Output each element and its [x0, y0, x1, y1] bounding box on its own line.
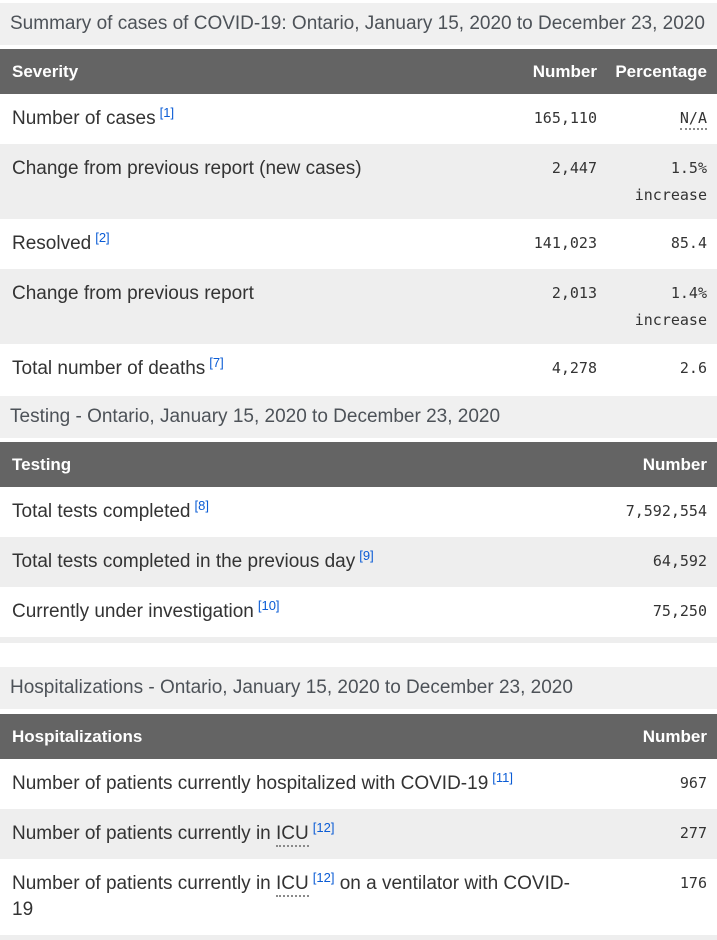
table-row: Number of patients currently in ICU [12] … [0, 809, 717, 859]
row-label-text: Resolved [12, 233, 92, 254]
row-label-text: Currently under investigation [12, 601, 254, 622]
row-label: Change from previous report (new cases) [12, 156, 487, 182]
footnote-link[interactable]: [7] [209, 354, 224, 370]
row-label: Resolved [2] [12, 231, 487, 257]
na-abbr: N/A [679, 109, 707, 130]
number-cell: 64,592 [652, 552, 707, 570]
percentage-value: 1.4% [670, 284, 707, 302]
footnote-sup: [1] [160, 105, 174, 120]
percentage-cell: 1.5% increase [597, 156, 707, 207]
row-label-text: Number of patients currently in [12, 873, 277, 894]
column-header-percentage: Percentage [615, 62, 707, 81]
table-row: Change from previous report (new cases) … [0, 144, 717, 219]
row-label: Total tests completed [8] [12, 499, 597, 525]
footnote-link[interactable]: [12] [312, 819, 335, 835]
table-row: Currently under investigation [10] 75,250 [0, 587, 717, 637]
column-header-hospitalizations: Hospitalizations [12, 727, 143, 746]
number-cell: 2,447 [551, 159, 597, 177]
section-divider-strip [0, 637, 717, 643]
row-label-text: Number of patients currently hospitalize… [12, 773, 489, 794]
footnote-sup: [8] [194, 498, 208, 513]
number-cell: 2,013 [551, 284, 597, 302]
footnote-link[interactable]: [8] [194, 497, 209, 513]
testing-table-header: Testing Number [0, 442, 717, 487]
table-row: Total number of deaths [7] 4,278 2.6 [0, 344, 717, 394]
number-cell: 967 [679, 774, 707, 792]
testing-table: Testing Number Total tests completed [8] … [0, 442, 717, 637]
number-cell: 7,592,554 [625, 502, 707, 520]
testing-section-heading: Testing - Ontario, January 15, 2020 to D… [0, 396, 717, 438]
column-header-severity: Severity [12, 62, 79, 81]
footnote-link[interactable]: [11] [492, 769, 513, 785]
footnote-link[interactable]: [2] [95, 229, 110, 245]
summary-section-heading: Summary of cases of COVID-19: Ontario, J… [0, 3, 717, 45]
section-gap [0, 643, 717, 667]
row-label: Change from previous report [12, 281, 487, 307]
row-label: Number of cases [1] [12, 106, 487, 132]
row-label: Total number of deaths [7] [12, 356, 487, 382]
percentage-cell: 85.4 [670, 234, 707, 252]
hospitalizations-table: Hospitalizations Number Number of patien… [0, 714, 717, 935]
row-label-text: Total number of deaths [12, 358, 206, 379]
testing-section: Testing - Ontario, January 15, 2020 to D… [0, 396, 717, 667]
table-row: Number of cases [1] 165,110 N/A [0, 94, 717, 144]
table-row: Change from previous report 2,013 1.4% in… [0, 269, 717, 344]
summary-section: Summary of cases of COVID-19: Ontario, J… [0, 3, 717, 394]
hospitalizations-section-heading: Hospitalizations - Ontario, January 15, … [0, 667, 717, 709]
row-label: Total tests completed in the previous da… [12, 549, 597, 575]
row-label: Number of patients currently in ICU [12] … [12, 871, 597, 923]
footnote-sup: [2] [95, 230, 109, 245]
row-label-text: Change from previous report [12, 283, 254, 304]
row-label-text: Change from previous report (new cases) [12, 158, 362, 179]
severity-table: Severity Number Percentage Number of cas… [0, 49, 717, 394]
footnote-link[interactable]: [1] [159, 104, 175, 120]
number-cell: 75,250 [652, 602, 707, 620]
hospitalizations-section: Hospitalizations - Ontario, January 15, … [0, 667, 717, 940]
footnote-sup: [11] [492, 770, 513, 785]
percentage-cell: 2.6 [679, 359, 707, 377]
row-label: Currently under investigation [10] [12, 599, 597, 625]
percentage-value: 1.5% [670, 159, 707, 177]
footnote-link[interactable]: [12] [312, 869, 335, 885]
column-header-number: Number [642, 727, 707, 746]
number-cell: 4,278 [551, 359, 597, 377]
number-cell: 176 [679, 874, 707, 892]
bottom-strip [0, 935, 717, 940]
footnote-link[interactable]: [9] [359, 547, 374, 563]
column-header-number: Number [642, 455, 707, 474]
column-header-number: Number [532, 62, 597, 81]
row-label: Number of patients currently in ICU [12] [12, 821, 597, 847]
table-row: Total tests completed in the previous da… [0, 537, 717, 587]
column-header-testing: Testing [12, 455, 72, 474]
hospitalizations-table-header: Hospitalizations Number [0, 714, 717, 759]
row-label-text: Number of cases [12, 108, 156, 129]
icu-abbr: ICU [276, 873, 309, 897]
footnote-sup: [9] [359, 548, 373, 563]
severity-table-header: Severity Number Percentage [0, 49, 717, 94]
table-row: Resolved [2] 141,023 85.4 [0, 219, 717, 269]
number-cell: 141,023 [533, 234, 597, 252]
row-label-text: Total tests completed [12, 501, 191, 522]
footnote-sup: [10] [258, 598, 280, 613]
percentage-cell: N/A [597, 106, 707, 130]
table-row: Number of patients currently in ICU [12] … [0, 859, 717, 935]
row-label: Number of patients currently hospitalize… [12, 771, 597, 797]
footnote-sup: [7] [209, 355, 223, 370]
percentage-direction: increase [634, 186, 707, 204]
percentage-direction: increase [634, 311, 707, 329]
footnote-sup: [12] [313, 820, 335, 835]
icu-abbr: ICU [276, 823, 309, 847]
percentage-cell: 1.4% increase [597, 281, 707, 332]
table-row: Total tests completed [8] 7,592,554 [0, 487, 717, 537]
row-label-text: Number of patients currently in [12, 823, 277, 844]
number-cell: 165,110 [533, 109, 597, 127]
row-label-text: Total tests completed in the previous da… [12, 551, 356, 572]
footnote-link[interactable]: [10] [257, 597, 280, 613]
number-cell: 277 [679, 824, 707, 842]
table-row: Number of patients currently hospitalize… [0, 759, 717, 809]
footnote-sup: [12] [313, 870, 335, 885]
